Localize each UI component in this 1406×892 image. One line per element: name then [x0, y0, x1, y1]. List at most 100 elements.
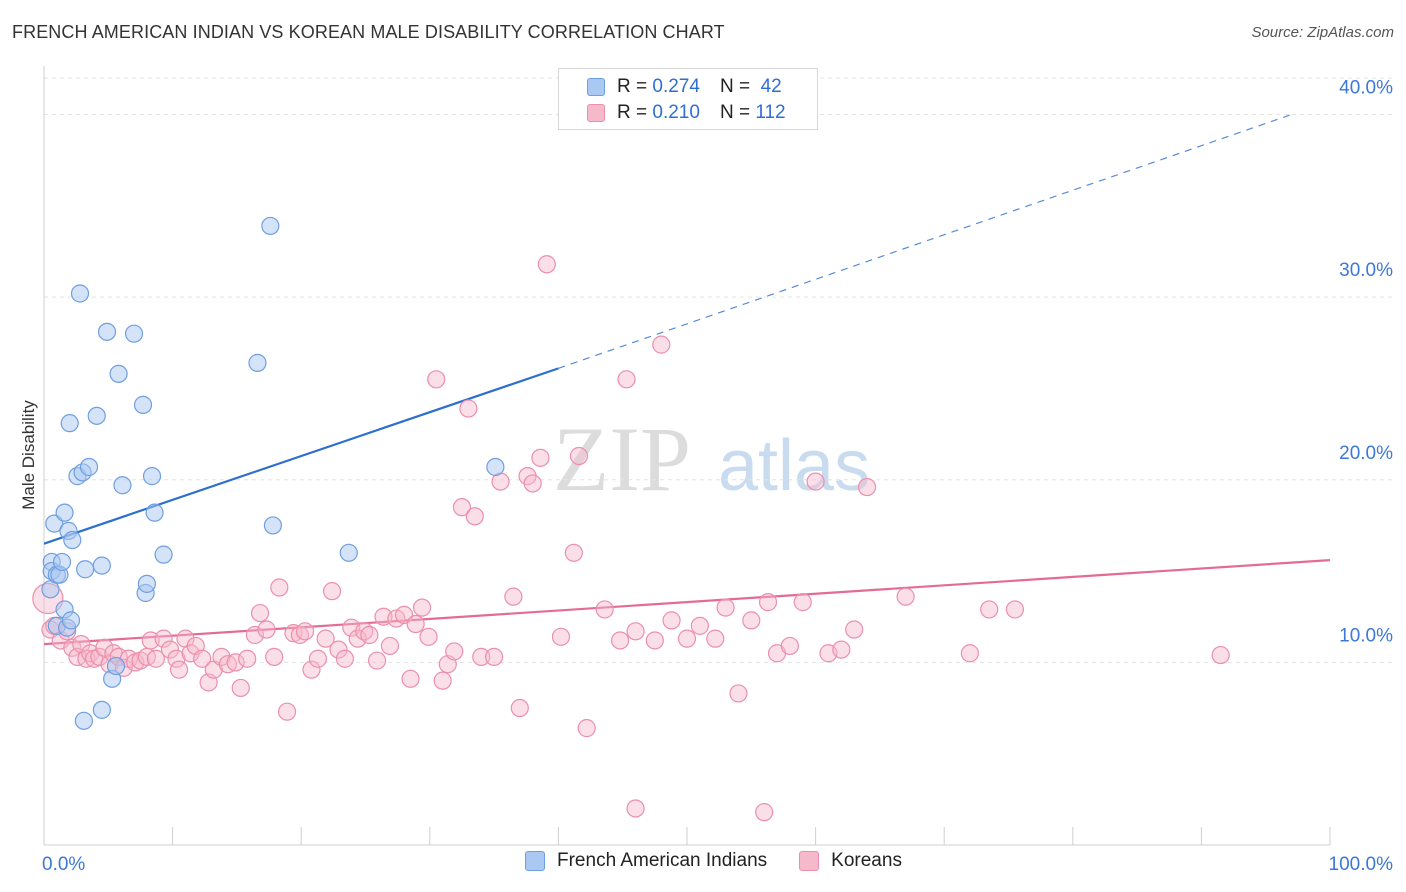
- point-korean: [577, 719, 596, 738]
- y-tick-label: 40.0%: [1339, 78, 1393, 99]
- point-korean: [250, 603, 270, 623]
- point-french-american-indian: [87, 406, 106, 425]
- point-french-american-indian: [74, 711, 93, 730]
- point-french-american-indian: [137, 574, 156, 593]
- point-korean: [427, 370, 446, 389]
- point-korean: [523, 474, 542, 493]
- point-korean: [531, 448, 550, 467]
- point-korean: [459, 399, 478, 418]
- point-korean: [348, 629, 367, 648]
- point-french-american-indian: [109, 364, 128, 383]
- point-french-american-indian: [261, 216, 280, 236]
- n-value: 112: [755, 102, 786, 123]
- point-korean: [277, 702, 297, 721]
- y-axis-label: Male Disability: [19, 400, 38, 510]
- point-korean: [677, 629, 697, 648]
- point-korean: [626, 799, 645, 818]
- n-label: N =: [719, 102, 751, 123]
- point-korean: [226, 653, 245, 672]
- point-korean: [316, 629, 335, 648]
- point-korean: [742, 611, 761, 630]
- point-korean: [329, 640, 348, 659]
- point-korean: [1211, 645, 1230, 665]
- point-korean: [780, 636, 799, 656]
- r-label: R =: [617, 102, 648, 123]
- point-french-american-indian: [97, 322, 117, 341]
- point-korean: [857, 477, 877, 497]
- koreans-legend-swatch: [799, 851, 820, 871]
- point-korean: [433, 671, 452, 690]
- point-korean: [360, 625, 379, 645]
- french-legend-swatch: [525, 851, 545, 871]
- point-korean: [564, 543, 583, 562]
- point-french-american-indian: [79, 457, 99, 477]
- point-french-american-indian: [133, 395, 153, 414]
- point-korean: [611, 631, 630, 650]
- point-korean: [169, 660, 189, 679]
- point-korean: [617, 370, 636, 389]
- point-korean: [662, 611, 681, 630]
- point-french-american-indian: [106, 656, 126, 676]
- point-french-american-indian: [52, 552, 72, 572]
- point-korean: [270, 578, 289, 597]
- trend-line-french-extension: [558, 113, 1292, 369]
- point-korean: [380, 636, 400, 656]
- n-label: N =: [719, 76, 751, 97]
- stats-legend: R = 0.274 N = 42 R = 0.210 N = 112: [558, 68, 818, 130]
- source-label: Source: ZipAtlas.com: [1251, 24, 1394, 41]
- r-label: R =: [617, 76, 648, 97]
- n-value: 42: [760, 76, 782, 97]
- point-french-american-indian: [113, 476, 132, 495]
- x-tick-label: 0.0%: [42, 854, 85, 875]
- point-french-american-indian: [60, 414, 79, 433]
- point-french-american-indian: [124, 324, 144, 343]
- point-korean: [626, 622, 645, 641]
- point-korean: [755, 803, 774, 822]
- legend-item-koreans: Koreans: [799, 850, 902, 872]
- point-korean: [284, 624, 303, 643]
- point-korean: [63, 638, 82, 657]
- point-french-american-indian: [263, 516, 283, 535]
- point-korean: [154, 629, 173, 648]
- point-korean: [245, 625, 265, 645]
- trend-line-french: [43, 367, 559, 545]
- point-korean: [95, 638, 114, 657]
- point-french-american-indian: [248, 353, 267, 372]
- chart-title: FRENCH AMERICAN INDIAN VS KOREAN MALE DI…: [12, 22, 725, 42]
- stats-row-koreans: R = 0.210 N = 112: [587, 101, 786, 125]
- point-korean: [832, 640, 851, 659]
- point-korean: [167, 649, 186, 668]
- point-korean: [472, 647, 491, 667]
- point-korean: [960, 644, 980, 663]
- point-korean: [302, 660, 321, 679]
- point-korean: [706, 629, 725, 648]
- legend-label: French American Indians: [557, 850, 768, 871]
- legend-label: Koreans: [831, 850, 902, 871]
- point-french-american-indian: [145, 503, 164, 522]
- point-french-american-indian: [70, 284, 90, 303]
- point-korean: [308, 649, 328, 668]
- r-value: 0.274: [652, 76, 700, 97]
- point-french-american-indian: [63, 530, 82, 550]
- french-swatch: [587, 78, 605, 96]
- point-korean: [419, 627, 438, 646]
- point-french-american-indian: [61, 611, 81, 630]
- point-korean: [595, 600, 614, 619]
- point-korean: [716, 598, 735, 617]
- point-french-american-indian: [486, 457, 505, 477]
- point-french-american-indian: [76, 560, 95, 579]
- stats-row-french: R = 0.274 N = 42: [587, 75, 782, 99]
- point-korean: [806, 472, 825, 491]
- watermark-zip: ZIP: [553, 408, 691, 510]
- y-tick-label: 30.0%: [1339, 260, 1393, 281]
- point-korean: [758, 593, 778, 612]
- point-korean: [1005, 600, 1025, 619]
- point-korean: [652, 335, 671, 354]
- point-french-american-indian: [55, 503, 74, 522]
- r-value: 0.210: [652, 102, 700, 123]
- point-korean: [537, 255, 556, 274]
- point-korean: [265, 647, 284, 667]
- point-korean: [193, 649, 212, 668]
- legend-item-french: French American Indians: [525, 850, 767, 872]
- point-french-american-indian: [154, 545, 173, 564]
